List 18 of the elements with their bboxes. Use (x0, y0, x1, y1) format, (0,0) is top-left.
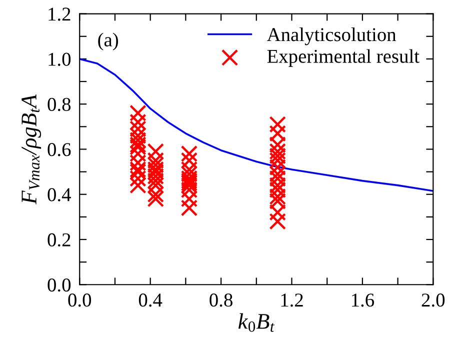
x-tick-label: 2.0 (422, 294, 445, 307)
y-tick-label: 0.8 (48, 98, 71, 112)
y-tick-label: 0.4 (48, 188, 71, 202)
text: 0.0 (68, 294, 92, 307)
y-tick-label: 1.0 (48, 52, 71, 66)
x-tick-label: 0.8 (210, 294, 232, 307)
y-axis-title: F$_{Vmax}$/ρgB$_{t}$A (22, 94, 42, 204)
y-tick-label: 0.6 (48, 143, 71, 156)
y-tick-label: 0.2 (48, 233, 70, 247)
annotation: (a) (98, 32, 118, 50)
x-tick-label: 0.4 (138, 294, 162, 307)
y-tick-label: 1.2 (48, 8, 70, 21)
legend-label: Analyticsolution (266, 28, 396, 46)
y-tick-label: 0.0 (48, 278, 71, 292)
x-axis-title: k$_{0}$B$_{t}$ (238, 313, 275, 332)
legend-label: Experimental result (267, 49, 420, 67)
x-tick-label: 1.6 (352, 294, 374, 307)
x-tick-label: 1.2 (281, 294, 303, 307)
